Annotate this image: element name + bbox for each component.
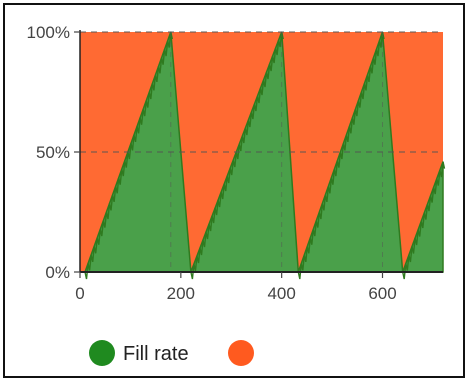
- fill-rate-chart: 0% 50% 100% 0 200 400 600 Fill rate: [27, 23, 446, 366]
- grid: [80, 31, 443, 272]
- fill-rate-ramp-2: [297, 31, 385, 280]
- legend-label-fill-rate: Fill rate: [123, 343, 189, 365]
- x-tick-label-0: 0: [75, 284, 84, 303]
- x-tick-label-200: 200: [167, 284, 195, 303]
- legend: Fill rate: [89, 340, 254, 366]
- x-tick-label-600: 600: [368, 284, 396, 303]
- legend-swatch-fill-rate: [89, 340, 115, 366]
- fill-rate-ramp-1: [190, 31, 284, 280]
- y-tick-label-0: 0%: [45, 263, 70, 282]
- tick-labels: 0% 50% 100% 0 200 400 600: [27, 23, 397, 303]
- axes: [74, 30, 443, 278]
- y-tick-label-50: 50%: [36, 143, 70, 162]
- fill-rate-ramp-3: [402, 161, 446, 280]
- plot-area: [80, 31, 446, 280]
- x-tick-label-400: 400: [267, 284, 295, 303]
- fill-rate-ramp-0: [84, 31, 173, 280]
- chart-frame: 0% 50% 100% 0 200 400 600 Fill rate: [3, 3, 465, 378]
- legend-swatch-unfilled: [228, 340, 254, 366]
- y-tick-label-100: 100%: [27, 23, 70, 42]
